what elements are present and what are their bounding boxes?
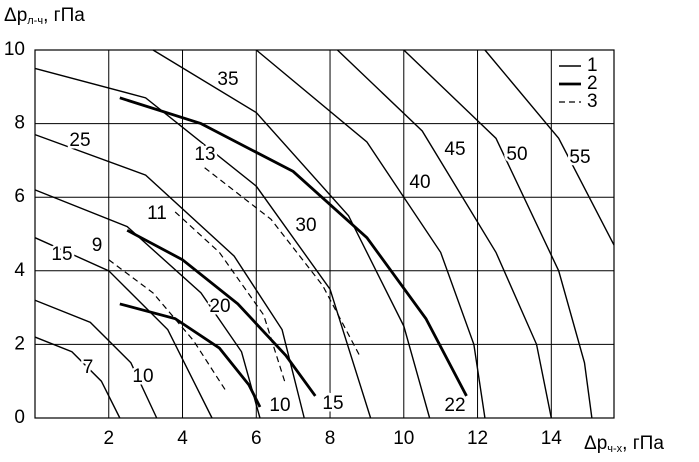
y-tick-label: 10	[4, 39, 25, 60]
contour-line	[255, 49, 486, 419]
x-tick-label: 10	[393, 428, 414, 449]
contour-line	[34, 189, 261, 419]
contour-label: 7	[83, 357, 94, 378]
x-tick-label: 2	[103, 428, 114, 449]
x-tick-label: 12	[467, 428, 488, 449]
y-axis-label-sub: л-ч	[27, 15, 43, 27]
contour-line	[119, 302, 262, 408]
contour-label: 55	[569, 147, 590, 168]
contour-line	[403, 49, 593, 419]
x-axis-label: Δpч-х, гПа	[584, 433, 664, 455]
contour-line	[126, 229, 317, 397]
legend-label: 1	[587, 55, 598, 76]
y-tick-label: 2	[14, 333, 25, 354]
contour-line	[119, 96, 468, 397]
contour-line	[34, 336, 121, 419]
contour-label: 10	[269, 395, 290, 416]
contour-line	[34, 133, 305, 419]
contour-line	[152, 49, 431, 419]
contour-line	[34, 299, 158, 419]
y-tick-label: 8	[14, 113, 25, 134]
x-tick-label: 4	[177, 428, 188, 449]
contour-label: 15	[51, 244, 72, 265]
x-tick-label: 14	[541, 428, 563, 449]
contour-label: 40	[409, 172, 430, 193]
contour-label: 15	[322, 393, 343, 414]
y-tick-label: 4	[14, 260, 25, 281]
x-tick-label: 8	[325, 428, 336, 449]
contour-line	[34, 67, 372, 419]
legend-label: 3	[587, 91, 598, 112]
contour-label: 35	[217, 69, 238, 90]
contour-line	[336, 49, 552, 419]
contour-label: 50	[506, 144, 527, 165]
contour-label: 45	[444, 139, 465, 160]
plot-frame	[34, 49, 615, 419]
contour-label: 9	[92, 235, 103, 256]
x-axis-label-sub: ч-х	[607, 443, 622, 455]
y-axis-label-main: Δp	[4, 5, 27, 26]
y-axis-label: Δpл-ч, гПа	[4, 5, 85, 27]
x-axis-label-main: Δp	[584, 433, 607, 454]
contour-label: 22	[444, 395, 465, 416]
x-tick-label: 6	[251, 428, 262, 449]
contour-line	[204, 167, 361, 356]
x-axis-label-unit: , гПа	[622, 433, 664, 454]
y-axis-label-unit: , гПа	[43, 5, 85, 26]
contour-label: 11	[147, 203, 167, 224]
contour-label: 25	[69, 130, 90, 151]
contour-label: 13	[194, 144, 215, 165]
contour-line	[174, 211, 287, 386]
y-tick-label: 6	[14, 186, 25, 207]
contour-line	[34, 237, 213, 419]
contour-line	[484, 49, 615, 246]
legend-label: 2	[587, 73, 598, 94]
y-tick-label: 0	[14, 407, 25, 428]
contour-label: 20	[209, 296, 230, 317]
contour-label: 10	[132, 366, 153, 387]
contour-label: 30	[295, 215, 316, 236]
